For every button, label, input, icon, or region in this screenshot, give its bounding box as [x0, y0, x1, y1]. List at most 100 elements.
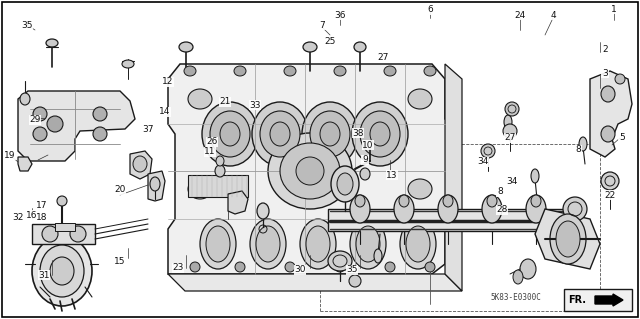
Ellipse shape [601, 126, 615, 142]
Ellipse shape [42, 226, 58, 242]
Ellipse shape [520, 259, 536, 279]
Polygon shape [18, 157, 32, 171]
FancyArrow shape [595, 294, 623, 306]
Ellipse shape [503, 124, 517, 138]
Ellipse shape [306, 226, 330, 262]
Text: 36: 36 [334, 11, 346, 19]
Ellipse shape [424, 66, 436, 76]
Ellipse shape [334, 66, 346, 76]
Ellipse shape [374, 249, 382, 263]
Ellipse shape [220, 122, 240, 146]
Text: 5K83-E0300C: 5K83-E0300C [490, 293, 541, 301]
Ellipse shape [179, 42, 193, 52]
Text: 5: 5 [619, 132, 625, 142]
Polygon shape [148, 171, 165, 201]
Polygon shape [445, 64, 462, 291]
Text: 27: 27 [378, 54, 388, 63]
Polygon shape [535, 209, 600, 269]
Ellipse shape [331, 166, 359, 202]
Ellipse shape [352, 102, 408, 166]
Text: 27: 27 [504, 133, 516, 143]
Ellipse shape [40, 245, 84, 297]
Ellipse shape [32, 236, 92, 306]
Text: 22: 22 [604, 190, 616, 199]
Polygon shape [590, 71, 632, 157]
Text: 37: 37 [142, 125, 154, 135]
Text: 19: 19 [4, 151, 16, 160]
Ellipse shape [93, 107, 107, 121]
Ellipse shape [202, 102, 258, 166]
Ellipse shape [150, 177, 160, 191]
Ellipse shape [355, 195, 365, 207]
Polygon shape [130, 151, 152, 179]
Bar [564, 289, 632, 311]
Ellipse shape [46, 39, 58, 47]
Ellipse shape [70, 226, 86, 242]
Text: 14: 14 [159, 108, 171, 116]
Ellipse shape [425, 262, 435, 272]
Ellipse shape [408, 89, 432, 109]
Ellipse shape [93, 127, 107, 141]
Ellipse shape [133, 156, 147, 172]
Text: 4: 4 [550, 11, 556, 19]
Bar [328, 209, 582, 231]
Polygon shape [168, 274, 462, 291]
Text: 8: 8 [575, 145, 581, 154]
Text: 21: 21 [220, 98, 230, 107]
Text: 29: 29 [29, 115, 41, 124]
Text: 31: 31 [38, 271, 50, 279]
Ellipse shape [284, 66, 296, 76]
Text: 16: 16 [26, 211, 38, 219]
Text: 13: 13 [387, 170, 397, 180]
Text: 35: 35 [21, 20, 33, 29]
Ellipse shape [328, 251, 352, 271]
Ellipse shape [20, 93, 30, 105]
Text: 7: 7 [319, 20, 325, 29]
Ellipse shape [285, 262, 295, 272]
Ellipse shape [526, 195, 546, 223]
Ellipse shape [350, 195, 370, 223]
Ellipse shape [443, 195, 453, 207]
Ellipse shape [385, 262, 395, 272]
Text: 18: 18 [36, 213, 48, 222]
Ellipse shape [400, 219, 436, 269]
Text: 30: 30 [294, 265, 306, 275]
Polygon shape [18, 91, 135, 161]
Ellipse shape [354, 42, 366, 52]
Ellipse shape [122, 60, 134, 68]
Text: 10: 10 [362, 140, 374, 150]
Text: 12: 12 [163, 78, 173, 86]
Ellipse shape [200, 219, 236, 269]
Ellipse shape [356, 226, 380, 262]
Ellipse shape [302, 102, 358, 166]
Text: 9: 9 [362, 155, 368, 165]
Ellipse shape [300, 219, 336, 269]
Text: 3: 3 [602, 69, 608, 78]
Ellipse shape [57, 196, 67, 206]
Text: 32: 32 [12, 213, 24, 222]
Text: 1: 1 [611, 4, 617, 13]
Ellipse shape [370, 122, 390, 146]
Ellipse shape [33, 107, 47, 121]
Ellipse shape [250, 219, 286, 269]
Ellipse shape [184, 66, 196, 76]
Text: 2: 2 [602, 46, 608, 55]
Ellipse shape [481, 144, 495, 158]
Ellipse shape [188, 179, 212, 199]
Text: 38: 38 [352, 129, 364, 137]
Ellipse shape [206, 226, 230, 262]
Ellipse shape [615, 74, 625, 84]
Ellipse shape [310, 111, 350, 157]
Text: 20: 20 [115, 186, 125, 195]
Ellipse shape [504, 115, 512, 129]
Ellipse shape [513, 270, 523, 284]
Ellipse shape [505, 102, 519, 116]
Ellipse shape [256, 226, 280, 262]
Text: 25: 25 [324, 38, 336, 47]
Ellipse shape [350, 219, 386, 269]
Ellipse shape [349, 275, 361, 287]
Bar [55, 223, 75, 231]
Polygon shape [168, 64, 455, 274]
Text: 11: 11 [204, 147, 216, 157]
Ellipse shape [406, 226, 430, 262]
